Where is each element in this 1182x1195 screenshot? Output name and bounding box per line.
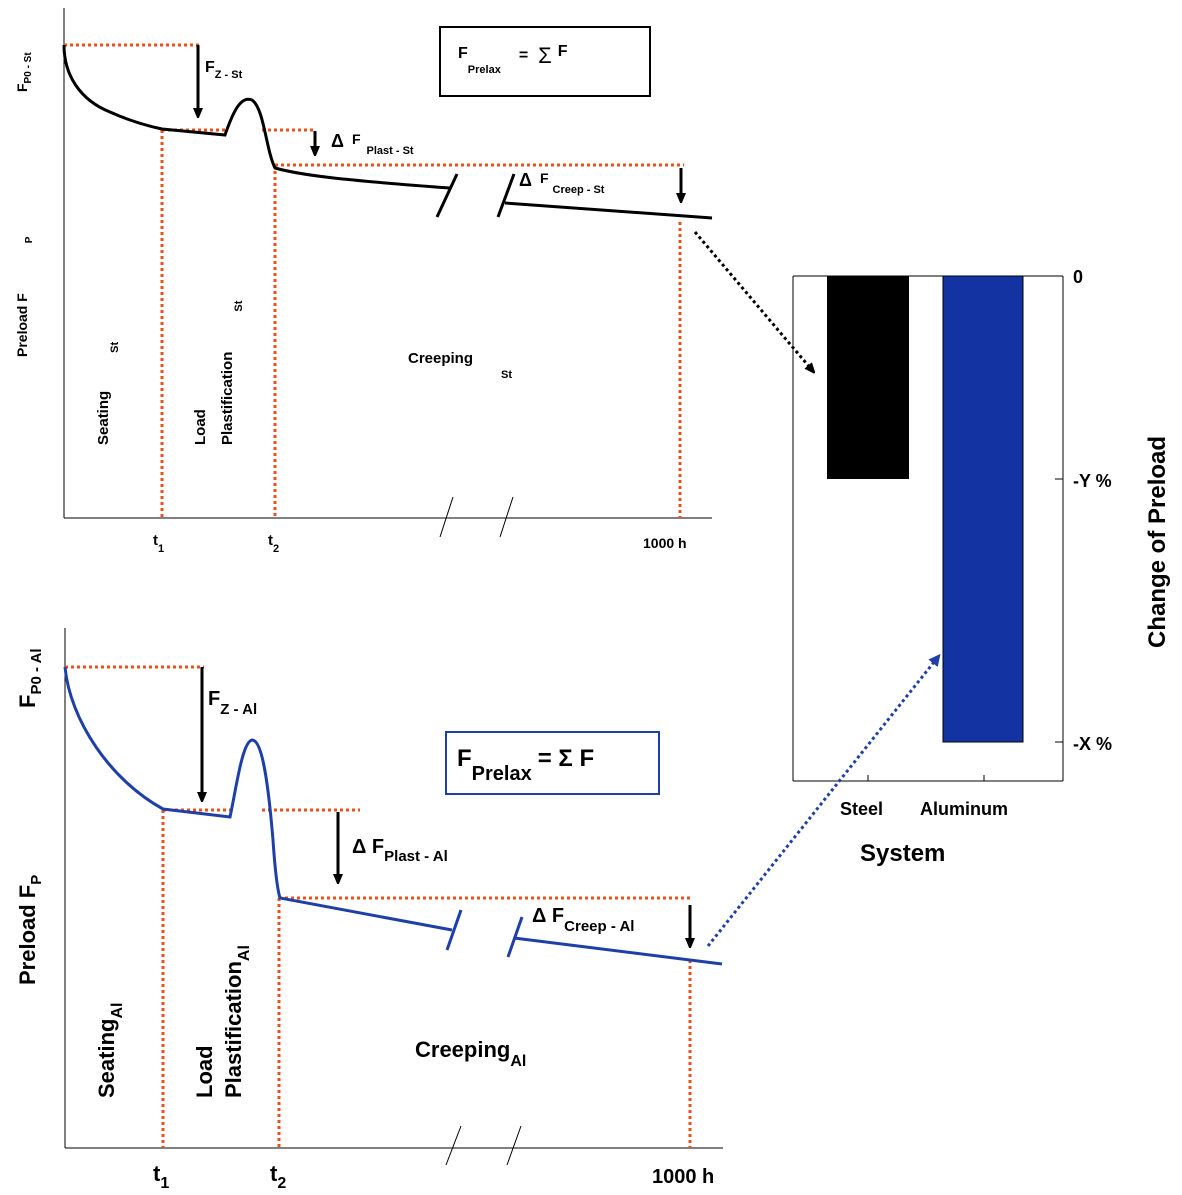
steel-preload-curve-after-break (504, 201, 713, 220)
steel-to-bar-connector (693, 231, 812, 370)
steel-t1-tick: t1 (153, 532, 164, 555)
steel-axis-break-right (499, 496, 514, 538)
steel-preload-curve (62, 44, 451, 190)
aluminum-y-axis-label: Preload FP (15, 875, 45, 985)
steel-phase-load: Load (192, 409, 209, 445)
steel-plast-label: Δ FPlast - St (331, 131, 414, 157)
aluminum-formula-box (445, 731, 660, 795)
steel-break-mark-right (496, 173, 516, 218)
aluminum-axis-break-right (506, 1125, 522, 1166)
category-label-steel: Steel (840, 799, 883, 819)
aluminum-plast-label: Δ FPlast - Al (352, 836, 448, 865)
aluminum-break-mark-right (506, 916, 524, 958)
steel-creep-label: Δ FCreep - St (519, 170, 605, 196)
bar-aluminum (942, 275, 1024, 743)
steel-formula: FPrelax= Σ F (458, 43, 568, 76)
steel-y-axis-label: Preload FP (14, 236, 35, 357)
bar-chart-x-axis-label: System (860, 840, 945, 867)
aluminum-break-mark-left (445, 909, 463, 951)
aluminum-axis-break-left (445, 1125, 462, 1166)
aluminum-f0-label: FP0 - Al (15, 648, 45, 708)
aluminum-t1-tick: t1 (153, 1161, 169, 1192)
aluminum-1000h-tick: 1000 h (652, 1166, 714, 1188)
bar-steel (827, 276, 909, 479)
category-label-aluminum: Aluminum (920, 799, 1008, 819)
steel-phase-plastification: PlastificationSt (219, 300, 245, 445)
tick-label-0: 0 (1073, 267, 1083, 287)
steel-phase-seating: SeatingSt (95, 341, 121, 445)
aluminum-preload-curve (63, 666, 453, 932)
change-of-preload-chart: 0 -Y % -X % Steel Aluminum System Change… (792, 267, 1171, 867)
steel-1000h-tick: 1000 h (643, 535, 687, 551)
tick-label-x: -X % (1073, 734, 1112, 754)
aluminum-to-bar-connector (706, 653, 941, 947)
steel-break-mark-left (435, 173, 459, 218)
steel-phase-creeping: CreepingSt (408, 350, 512, 381)
aluminum-fz-label: FZ - Al (208, 688, 257, 718)
aluminum-formula: FPrelax= Σ F (457, 745, 594, 785)
aluminum-creep-label: Δ FCreep - Al (532, 905, 634, 935)
aluminum-t2-tick: t2 (270, 1161, 286, 1192)
steel-f0-label: FP0 - St (14, 52, 34, 92)
steel-t2-tick: t2 (268, 532, 279, 555)
steel-formula-box (439, 26, 651, 97)
aluminum-phase-plastification: PlastificationAl (221, 945, 253, 1098)
aluminum-diagram: FP0 - Al Preload FP FZ - Al Δ FPlast - A… (15, 628, 723, 1192)
steel-axis-break-left (439, 496, 454, 538)
bar-chart-y-axis-label: Change of Preload (1144, 436, 1171, 648)
tick-label-y: -Y % (1073, 471, 1112, 491)
aluminum-preload-curve-after-break (513, 936, 723, 966)
aluminum-phase-creeping: CreepingAl (415, 1037, 526, 1070)
aluminum-phase-load: Load (192, 1045, 217, 1098)
steel-fz-label: FZ - St (205, 59, 243, 81)
aluminum-phase-seating: SeatingAl (94, 1003, 126, 1098)
steel-diagram: FP0 - St Preload FP FZ - St Δ FPlast - St… (14, 8, 713, 555)
